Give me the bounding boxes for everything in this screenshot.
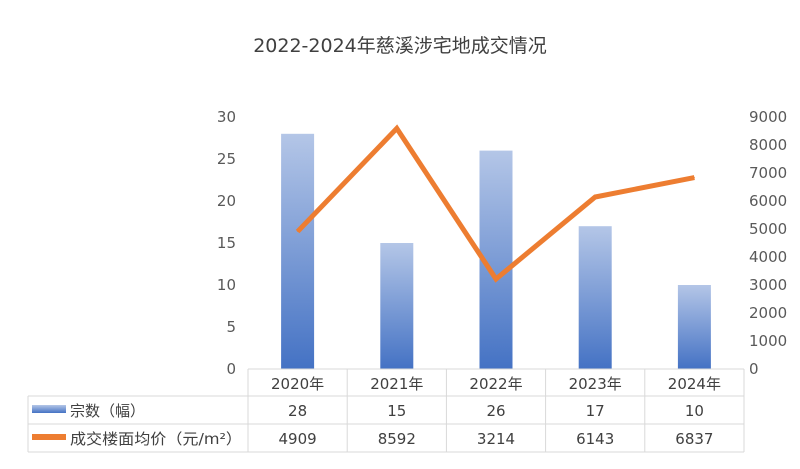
line-series-name: 成交楼面均价（元/m²） bbox=[70, 430, 242, 448]
y-right-tick-label: 9000 bbox=[749, 108, 787, 126]
line-value-label: 4909 bbox=[279, 430, 317, 448]
line-value-label: 8592 bbox=[378, 430, 416, 448]
y-left-tick-label: 5 bbox=[226, 318, 236, 336]
y-left-tick-label: 20 bbox=[217, 192, 236, 210]
line-point bbox=[297, 231, 299, 233]
y-right-tick-label: 8000 bbox=[749, 136, 787, 154]
line-series bbox=[295, 124, 695, 283]
bar-value-label: 10 bbox=[685, 402, 704, 420]
y-right-tick-label: 6000 bbox=[749, 192, 787, 210]
bar bbox=[677, 285, 711, 369]
bar-value-label: 28 bbox=[288, 402, 307, 420]
category-label: 2021年 bbox=[370, 375, 423, 393]
y-left-tick-label: 15 bbox=[217, 234, 236, 252]
bar bbox=[380, 243, 414, 369]
y-right-tick-label: 5000 bbox=[749, 220, 787, 238]
line-value-label: 3214 bbox=[477, 430, 515, 448]
line-point bbox=[396, 127, 398, 129]
y-left-tick-label: 30 bbox=[217, 108, 236, 126]
chart-title: 2022-2024年慈溪涉宅地成交情况 bbox=[253, 35, 547, 57]
line-legend-key bbox=[32, 434, 66, 440]
bar bbox=[281, 133, 315, 369]
y-right-tick-label: 2000 bbox=[749, 304, 787, 322]
y-left-axis: 0 5 10 15 20 25 30 bbox=[217, 108, 236, 378]
line-value-label: 6143 bbox=[576, 430, 614, 448]
line-point bbox=[495, 278, 497, 280]
category-label: 2022年 bbox=[469, 375, 522, 393]
bar-series-name: 宗数（幅） bbox=[70, 402, 145, 420]
y-right-tick-label: 3000 bbox=[749, 276, 787, 294]
category-label: 2024年 bbox=[668, 375, 721, 393]
y-right-tick-label: 0 bbox=[749, 360, 759, 378]
bar-legend-key bbox=[32, 405, 66, 413]
bar-value-label: 17 bbox=[586, 402, 605, 420]
line-point bbox=[594, 196, 596, 198]
line-point bbox=[693, 177, 695, 179]
y-right-axis: 0 1000 2000 3000 4000 5000 6000 7000 8000 9000 bbox=[749, 108, 787, 378]
bar-value-label: 15 bbox=[387, 402, 406, 420]
y-right-tick-label: 7000 bbox=[749, 164, 787, 182]
y-left-tick-label: 0 bbox=[226, 360, 236, 378]
y-left-tick-label: 25 bbox=[217, 150, 236, 168]
bar-series bbox=[281, 133, 711, 369]
category-label: 2023年 bbox=[569, 375, 622, 393]
y-right-tick-label: 1000 bbox=[749, 332, 787, 350]
y-left-tick-label: 10 bbox=[217, 276, 236, 294]
bar-value-label: 26 bbox=[486, 402, 505, 420]
category-label: 2020年 bbox=[271, 375, 324, 393]
line-value-label: 6837 bbox=[675, 430, 713, 448]
bar bbox=[578, 226, 612, 369]
y-right-tick-label: 4000 bbox=[749, 248, 787, 266]
